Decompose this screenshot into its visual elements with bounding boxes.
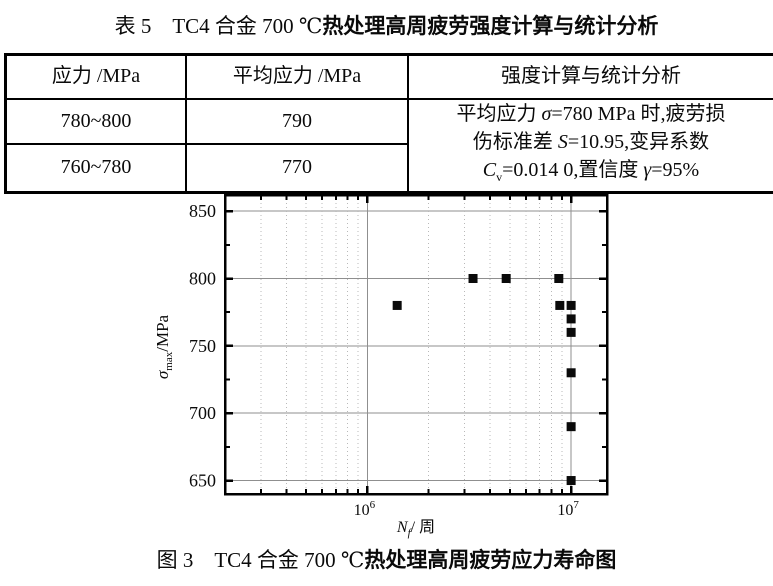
y-tick-label: 750 (189, 336, 216, 356)
y-tick-label: 850 (189, 201, 216, 221)
y-tick-label: 700 (189, 403, 216, 423)
table-header-row: 应力 /MPa 平均应力 /MPa 强度计算与统计分析 (4, 53, 773, 100)
table-row: 760~780 770 (4, 142, 773, 194)
x-axis-title: Nf/ 周 (396, 519, 435, 539)
gridlines (225, 195, 607, 494)
data-point (566, 368, 576, 378)
data-point (554, 274, 564, 284)
figure-caption-emphasis: 热处理高周疲劳应力寿命图 (364, 549, 617, 572)
cell-stress-range-2: 760~780 (4, 142, 187, 194)
y-axis-title: σmax/MPa (153, 314, 175, 379)
data-point (555, 300, 565, 310)
data-point (566, 327, 576, 337)
figure-caption: 图 3 TC4 合金 700 ℃热处理高周疲劳应力寿命图 (0, 544, 773, 574)
cell-mean-stress-1: 790 (185, 97, 409, 145)
data-point (468, 274, 478, 284)
axis-ticks (225, 195, 607, 494)
axis-labels: 650 700 750 800 850 106 107 σmax/MPa Nf/ 周 (153, 201, 579, 539)
cell-mean-stress-2: 770 (185, 142, 409, 194)
data-point (566, 422, 576, 432)
data-point (392, 300, 402, 310)
x-tick-label: 106 (354, 499, 376, 519)
stats-table: 应力 /MPa 平均应力 /MPa 强度计算与统计分析 780~800 790 … (4, 53, 773, 194)
y-tick-label: 800 (189, 269, 216, 289)
data-point (501, 274, 511, 284)
data-point (566, 300, 576, 310)
data-points (392, 274, 576, 486)
col-header-analysis: 强度计算与统计分析 (407, 53, 773, 100)
table-title-prefix: 表 5 TC4 合金 700 ℃ (114, 14, 323, 38)
x-tick-label: 107 (557, 499, 579, 519)
analysis-cell: 平均应力 σ=780 MPa 时,疲劳损 伤标准差 S=10.95,变异系数 C… (407, 97, 773, 193)
table-title-emphasis: 热处理高周疲劳强度计算与统计分析 (322, 15, 659, 38)
analysis-line-2: 伤标准差 S=10.95,变异系数 (472, 130, 710, 153)
y-tick-label: 650 (189, 471, 216, 491)
table-title: 表 5 TC4 合金 700 ℃热处理高周疲劳强度计算与统计分析 (0, 10, 773, 40)
sn-scatter-plot: 650 700 750 800 850 106 107 σmax/MPa Nf/ 周 (153, 193, 609, 539)
data-point (566, 476, 576, 486)
plot-frame (223, 193, 609, 496)
analysis-line-3: Cv=0.014 0,置信度 γ=95% (482, 158, 700, 184)
data-point (566, 314, 576, 324)
col-header-stress: 应力 /MPa (4, 53, 187, 100)
analysis-line-1: 平均应力 σ=780 MPa 时,疲劳损 (456, 102, 726, 125)
fatigue-sn-chart: 650 700 750 800 850 106 107 σmax/MPa Nf/ 周 (148, 187, 618, 539)
col-header-mean-stress: 平均应力 /MPa (185, 53, 409, 100)
table-row: 780~800 790 平均应力 σ=780 MPa 时,疲劳损 伤标准差 S=… (4, 97, 773, 193)
figure-caption-prefix: 图 3 TC4 合金 700 ℃ (156, 548, 365, 572)
cell-stress-range-1: 780~800 (4, 97, 187, 145)
